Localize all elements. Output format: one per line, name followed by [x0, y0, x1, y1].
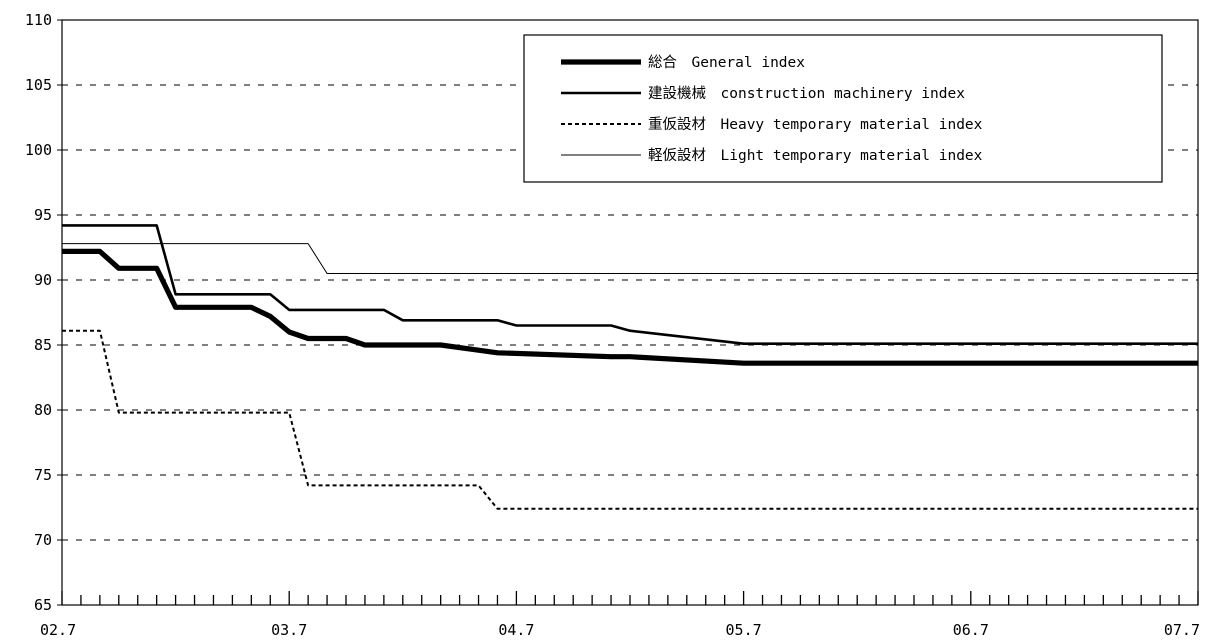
x-axis: 02.7 03.7 04.7 05.7 06.7 07.7: [40, 591, 1200, 639]
series-line-0: [62, 248, 1198, 366]
plot-frame: [61, 19, 1199, 606]
y-tick-label: 110: [25, 11, 52, 29]
series-line-1: [62, 224, 1198, 345]
y-axis: 65 70 75 80 85 90 95 100 105 110: [25, 11, 62, 614]
y-tick-label: 70: [34, 531, 52, 549]
x-tick-label: 05.7: [726, 621, 762, 639]
legend: 総合 General index 建設機械 construction machin…: [523, 34, 1163, 183]
legend-label-0: 総合 General index: [648, 54, 805, 71]
y-tick-label: 90: [34, 271, 52, 289]
x-tick-label: 07.7: [1164, 621, 1200, 639]
legend-label-2: 重仮設材 Heavy temporary material index: [648, 116, 983, 133]
x-tick-label: 04.7: [498, 621, 534, 639]
series-line-2: [62, 329, 1198, 510]
y-tick-label: 105: [25, 76, 52, 94]
legend-label-1: 建設機械 construction machinery index: [648, 85, 965, 102]
y-tick-label: 85: [34, 336, 52, 354]
x-tick-label: 02.7: [40, 621, 76, 639]
y-tick-label: 75: [34, 466, 52, 484]
legend-label-3: 軽仮設材 Light temporary material index: [648, 147, 983, 164]
y-tick-label: 95: [34, 206, 52, 224]
y-tick-label: 100: [25, 141, 52, 159]
y-tick-label: 65: [34, 596, 52, 614]
x-tick-label: 03.7: [271, 621, 307, 639]
series-line-3: [62, 243, 1198, 274]
x-tick-label: 06.7: [953, 621, 989, 639]
y-tick-label: 80: [34, 401, 52, 419]
series-lines: [62, 224, 1198, 510]
